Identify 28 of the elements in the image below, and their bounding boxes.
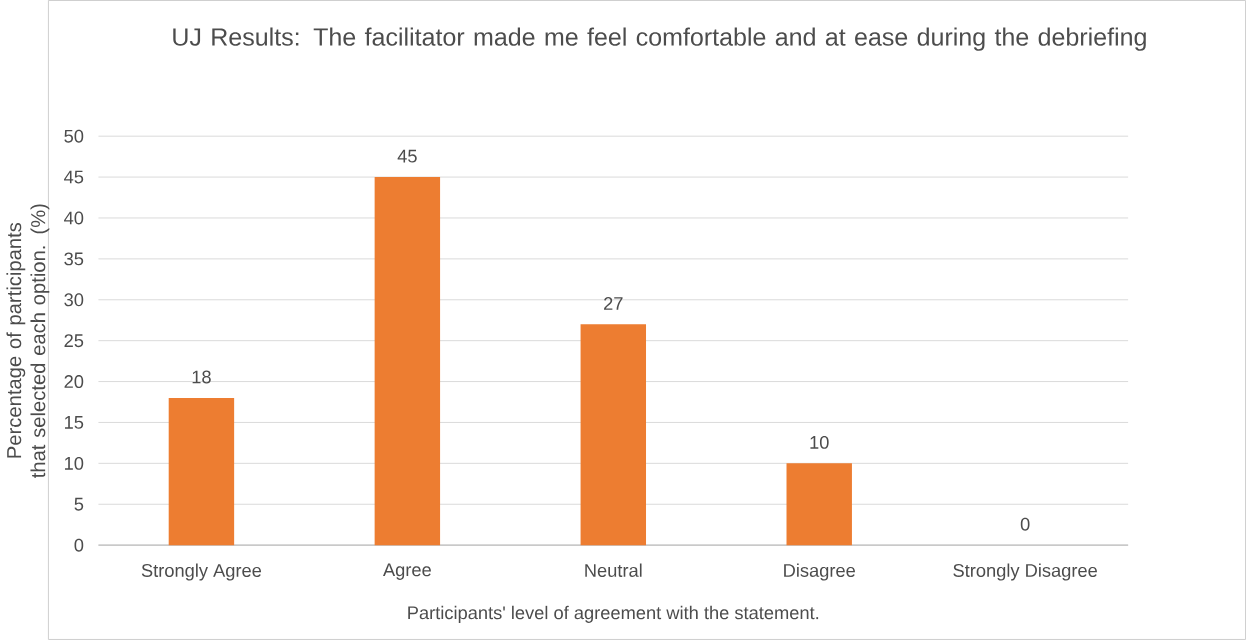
y-tick-label: 30 — [64, 293, 84, 307]
data-label: 27 — [604, 297, 623, 310]
y-tick-label: 25 — [64, 334, 84, 348]
x-axis-title: Participants' level of agreement with the statement. — [408, 605, 819, 623]
y-tick-label: 20 — [64, 375, 84, 389]
y-axis-title: Percentage of participants that selected each option. (%) — [6, 204, 50, 478]
x-tick-label: Disagree — [784, 563, 855, 581]
data-label: 10 — [810, 435, 829, 449]
bar — [168, 397, 235, 546]
y-tick-label: 45 — [64, 170, 84, 184]
data-label: 45 — [397, 149, 417, 163]
y-tick-label: 40 — [64, 211, 84, 225]
bar — [786, 463, 852, 546]
y-tick-label: 0 — [74, 538, 84, 552]
x-tick-label: Strongly Disagree — [953, 563, 1097, 581]
chart-title: UJ Results: The facilitator made me feel comfortable and at ease during the debriefing — [173, 27, 1146, 51]
y-tick-label: 35 — [64, 252, 84, 266]
x-tick-label: Agree — [382, 563, 431, 580]
bar — [374, 177, 441, 546]
y-tick-label: 50 — [64, 129, 84, 143]
bar — [580, 324, 647, 546]
x-tick-label: Neutral — [585, 563, 642, 577]
y-tick-label: 15 — [65, 416, 84, 429]
data-label: 0 — [1020, 517, 1030, 531]
y-tick-label: 5 — [74, 497, 84, 511]
data-label: 18 — [192, 370, 211, 384]
y-tick-label: 10 — [65, 456, 84, 470]
x-tick-label: Strongly Agree — [141, 563, 262, 581]
